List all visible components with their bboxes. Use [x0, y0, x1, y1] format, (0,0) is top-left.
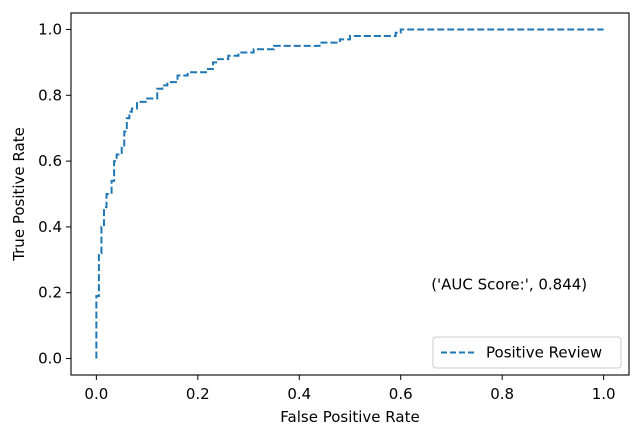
y-axis-ticks: 0.0 0.2 0.4 0.6 0.8 1.0 [38, 20, 71, 368]
auc-score-annotation: ('AUC Score:', 0.844) [431, 275, 587, 293]
plot-area [70, 12, 630, 376]
y-tick-label: 1.0 [38, 20, 62, 38]
y-tick-label: 0.4 [38, 218, 62, 236]
x-axis-ticks: 0.0 0.2 0.4 0.6 0.8 1.0 [84, 375, 616, 403]
y-tick-label: 0.8 [38, 86, 62, 104]
y-tick-label: 0.2 [38, 284, 62, 302]
roc-lines [95, 28, 604, 359]
x-tick-label: 0.6 [389, 385, 413, 403]
y-tick-label: 0.0 [38, 350, 62, 368]
legend-box [432, 336, 622, 369]
axes-frame [70, 12, 630, 376]
x-axis-label: False Positive Rate [280, 408, 419, 426]
x-tick-label: 0.2 [186, 385, 210, 403]
legend: Positive Review [432, 336, 622, 369]
x-tick-label: 0.0 [84, 385, 108, 403]
x-tick-label: 0.8 [490, 385, 514, 403]
roc-curve-line [95, 28, 604, 359]
x-tick-label: 1.0 [592, 385, 616, 403]
legend-label: Positive Review [486, 344, 602, 362]
y-tick-label: 0.6 [38, 152, 62, 170]
x-tick-label: 0.4 [287, 385, 311, 403]
y-axis-label: True Positive Rate [10, 127, 28, 262]
